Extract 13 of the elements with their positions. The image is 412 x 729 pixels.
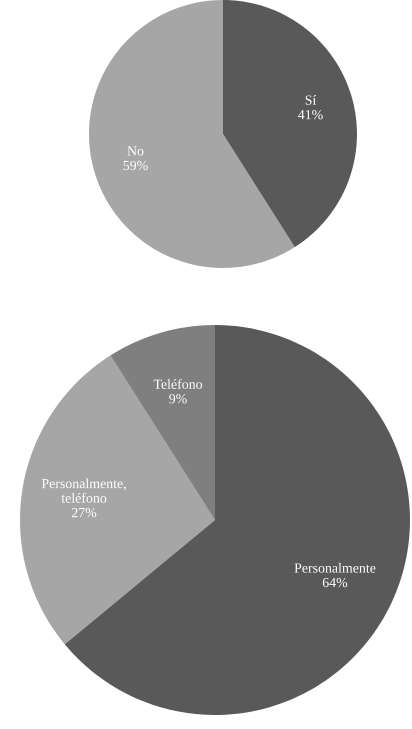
slice-label: Personalmente (294, 562, 376, 573)
pie-slice (89, 0, 295, 268)
slice-label: Personalmente, teléfono (42, 478, 126, 503)
data-label: 41% (298, 110, 323, 120)
slice-label: No (127, 146, 144, 156)
data-label: 64% (322, 578, 348, 588)
data-label: 9% (169, 394, 187, 404)
slice-label: Sí (306, 95, 316, 105)
slice-label: Teléfono (154, 378, 202, 389)
pie-slice (223, 0, 357, 248)
pie-slice (20, 355, 215, 644)
data-label: 27% (72, 508, 96, 518)
data-label: 59% (124, 160, 148, 170)
